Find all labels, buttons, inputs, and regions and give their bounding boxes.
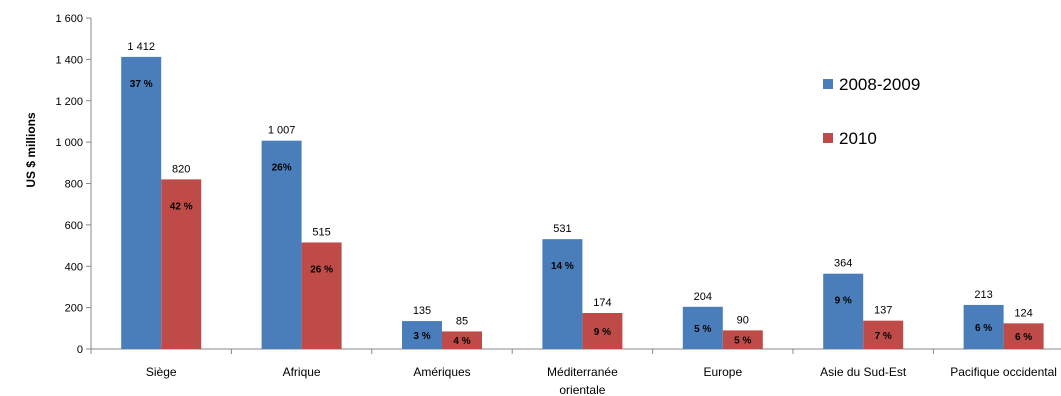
bar <box>301 242 342 349</box>
y-tick-label: 0 <box>77 344 83 356</box>
bar-value-label: 204 <box>694 291 712 303</box>
legend-swatch <box>823 79 833 89</box>
bar-percent-label: 5 % <box>734 336 751 347</box>
bar <box>582 313 623 349</box>
y-tick-label: 200 <box>65 303 83 315</box>
legend-swatch <box>823 133 833 143</box>
x-category-label: orientale <box>559 383 605 396</box>
bar <box>161 179 202 349</box>
x-category-label: Afrique <box>283 365 321 379</box>
bar <box>963 304 1004 349</box>
bar-value-label: 124 <box>1014 307 1032 319</box>
bar <box>442 331 482 349</box>
y-tick-label: 800 <box>65 179 83 191</box>
bar-value-label: 85 <box>456 315 468 327</box>
bar <box>542 239 583 349</box>
bar-value-label: 90 <box>737 314 749 326</box>
bar-percent-label: 7 % <box>875 331 892 342</box>
bar-percent-label: 9 % <box>835 296 852 307</box>
chart-bars <box>121 56 1044 349</box>
y-axis-label: US $ millions <box>24 112 38 188</box>
bar <box>863 320 904 349</box>
bar-percent-label: 5 % <box>694 324 711 335</box>
bar-value-label: 364 <box>834 258 852 270</box>
bar <box>722 330 763 349</box>
x-category-label: Méditerranée <box>547 365 618 379</box>
bar-value-label: 174 <box>593 297 611 309</box>
bar-value-label: 1 007 <box>268 125 296 137</box>
bar-percent-label: 4 % <box>453 336 470 347</box>
bar-value-label: 1 412 <box>127 41 155 53</box>
chart-labels: 1 412 37 % 820 42 % Siège 1 007 26% 515 26 % Afri… <box>127 41 1057 396</box>
legend-label: 2010 <box>839 129 877 148</box>
bar-value-label: 135 <box>413 305 431 317</box>
bar-percent-label: 9 % <box>594 327 611 338</box>
bar <box>1003 323 1044 349</box>
y-tick-label: 400 <box>65 261 83 273</box>
legend-label: 2008-2009 <box>839 75 920 94</box>
y-tick-label: 1 000 <box>55 137 83 149</box>
x-category-label: Siège <box>146 365 177 379</box>
bar <box>682 306 723 349</box>
bar-percent-label: 37 % <box>130 79 153 90</box>
x-category-label: Europe <box>703 365 742 379</box>
chart-axes: 0 200 400 600 800 1 000 1 200 1 400 1 600 <box>55 13 1061 356</box>
bar <box>261 140 302 349</box>
x-category-label: Amériques <box>413 365 470 379</box>
bar-value-label: 515 <box>312 226 330 238</box>
bar-value-label: 213 <box>974 289 992 301</box>
bar-percent-label: 14 % <box>551 261 574 272</box>
bar-percent-label: 6 % <box>975 323 992 334</box>
y-tick-label: 600 <box>65 220 83 232</box>
chart-legend: 2008-2009 2010 <box>823 75 920 148</box>
bar-percent-label: 42 % <box>170 201 193 212</box>
bar-percent-label: 3 % <box>413 331 430 342</box>
bar <box>823 273 864 349</box>
bar-value-label: 820 <box>172 163 190 175</box>
bar-percent-label: 26 % <box>310 264 333 275</box>
y-tick-label: 1 400 <box>55 54 83 66</box>
y-tick-label: 1 600 <box>55 13 83 25</box>
bar-value-label: 137 <box>874 305 892 317</box>
bar-value-label: 531 <box>553 223 571 235</box>
bar-percent-label: 26% <box>272 163 292 174</box>
bar-percent-label: 6 % <box>1015 332 1032 343</box>
x-category-label: Asie du Sud-Est <box>820 365 907 379</box>
y-tick-label: 1 200 <box>55 96 83 108</box>
bar <box>121 56 162 349</box>
x-category-label: Pacifique occidental <box>950 365 1057 379</box>
bar <box>402 321 442 349</box>
